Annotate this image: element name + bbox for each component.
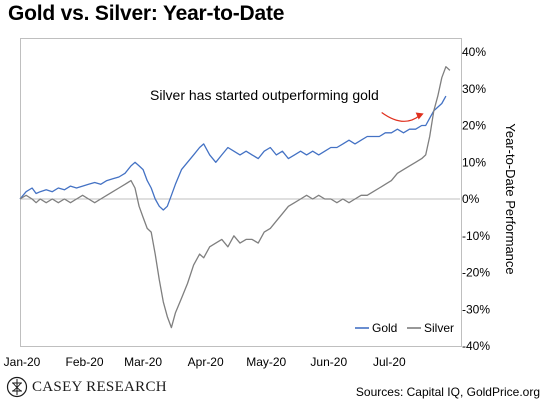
source-note: Sources: Capital IQ, GoldPrice.org	[355, 385, 540, 399]
x-tick-label: Feb-20	[66, 355, 104, 369]
legend-label-silver: Silver	[424, 321, 454, 335]
x-tick-label: Jun-20	[310, 355, 347, 369]
x-tick-label: Mar-20	[124, 355, 162, 369]
plot-area-frame	[20, 38, 462, 347]
series-line-gold	[19, 95, 447, 211]
logo-text: CASEY RESEARCH	[32, 378, 167, 395]
annotation-arrowhead	[415, 112, 424, 120]
chart-title: Gold vs. Silver: Year-to-Date	[8, 2, 285, 25]
y-tick-label: 0%	[462, 192, 480, 206]
y-tick-label: 20%	[462, 119, 486, 133]
y-axis-title: Year-to-Date Performance	[503, 123, 518, 274]
x-tick-label: Jan-20	[4, 355, 41, 369]
x-tick-label: Apr-20	[188, 355, 224, 369]
y-tick-label: 10%	[462, 155, 486, 169]
casey-research-logo-icon	[6, 376, 28, 398]
y-tick-label: 30%	[462, 82, 486, 96]
x-tick-label: Jul-20	[373, 355, 406, 369]
y-tick-label: -30%	[462, 302, 490, 316]
annotation-text: Silver has started outperforming gold	[150, 87, 379, 103]
y-tick-label: -10%	[462, 229, 490, 243]
y-tick-label: 40%	[462, 45, 486, 59]
legend-label-gold: Gold	[372, 321, 397, 335]
casey-research-logo: CASEY RESEARCH	[6, 376, 167, 398]
x-tick-label: May-20	[246, 355, 286, 369]
annotation-arrow	[381, 111, 421, 122]
y-tick-label: -20%	[462, 266, 490, 280]
y-tick-label: -40%	[462, 339, 490, 353]
series-line-silver	[19, 66, 451, 329]
